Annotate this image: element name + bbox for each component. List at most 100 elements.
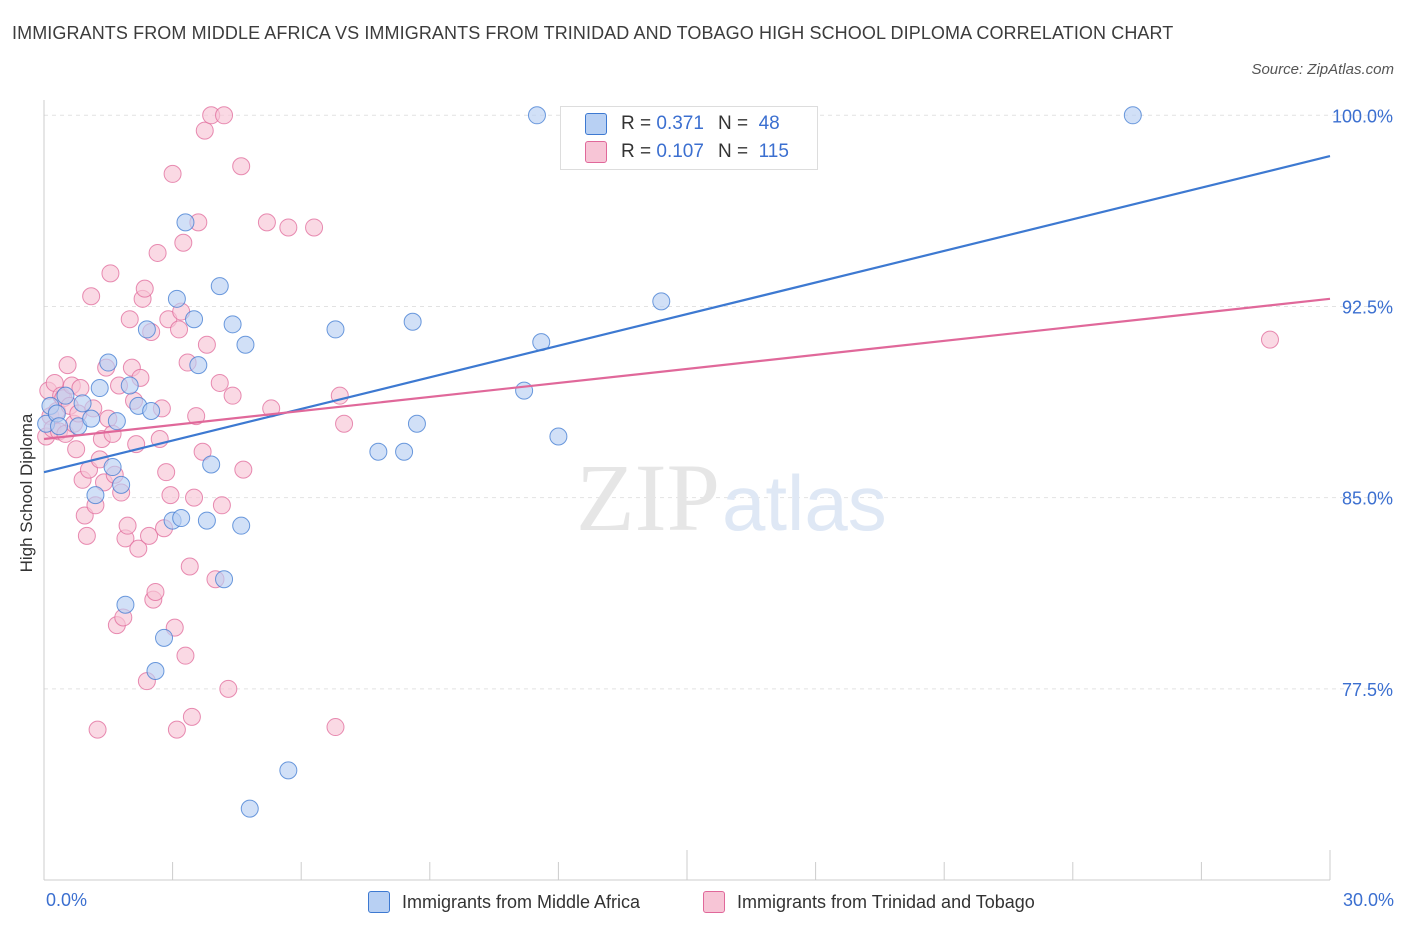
legend-n-value: 48 [758, 113, 780, 134]
y-tick-label: 85.0% [1342, 489, 1393, 509]
grid-lines [44, 114, 1392, 690]
blue-point [50, 417, 69, 436]
blue-series-points [37, 106, 1142, 818]
blue-point [99, 353, 118, 372]
blue-point [172, 509, 191, 528]
blue-point [90, 379, 109, 398]
pink-point [77, 526, 96, 545]
pink-point [335, 414, 354, 433]
blue-point [197, 511, 216, 530]
pink-point [161, 486, 180, 505]
trend-lines [43, 155, 1331, 474]
pink-point [101, 264, 120, 283]
blue-point [86, 486, 105, 505]
blue-point [652, 292, 671, 311]
watermark-atlas: atlas [722, 459, 887, 547]
pink-point [197, 335, 216, 354]
source-label: Source: ZipAtlas.com [1251, 61, 1394, 78]
pink-series-points [37, 106, 1279, 739]
legend-row-blue: R = 0.371 N = 48 [585, 111, 780, 137]
blue-point [185, 310, 204, 329]
pink-point [187, 407, 206, 426]
pink-point [234, 460, 253, 479]
blue-swatch [585, 113, 607, 135]
blue-point [202, 455, 221, 474]
blue-point [549, 427, 568, 446]
y-tick-label: 100.0% [1332, 106, 1393, 126]
pink-point [182, 707, 201, 726]
blue-point [56, 386, 75, 405]
watermark-zip: ZIP [576, 444, 720, 551]
blue-point [369, 442, 388, 461]
blue-point [155, 628, 174, 647]
axes [43, 100, 1331, 881]
pink-point [82, 287, 101, 306]
pink-point [71, 379, 90, 398]
blue-point [407, 414, 426, 433]
blue-point [73, 394, 92, 413]
blue-point [176, 213, 195, 232]
blue-point [189, 356, 208, 375]
pink-point [180, 557, 199, 576]
pink-point [140, 526, 159, 545]
blue-point [116, 595, 135, 614]
pink-point [58, 356, 77, 375]
chart-title: IMMIGRANTS FROM MIDDLE AFRICA VS IMMIGRA… [12, 23, 1174, 43]
blue-point [232, 516, 251, 535]
y-axis-label: High School Diploma [17, 413, 36, 573]
blue-point [210, 277, 229, 296]
pink-point [163, 164, 182, 183]
y-tick-label: 92.5% [1342, 297, 1393, 317]
blue-trend-line [43, 155, 1331, 474]
pink-point [167, 720, 186, 739]
pink-swatch [585, 141, 607, 163]
blue-point [1123, 106, 1142, 125]
y-tick-labels: 77.5% 85.0% 92.5% 100.0% [1332, 106, 1393, 700]
blue-swatch [368, 891, 390, 913]
blue-point [107, 412, 126, 431]
blue-point [112, 475, 131, 494]
pink-point [135, 279, 154, 298]
pink-point [88, 720, 107, 739]
pink-point [170, 320, 189, 339]
pink-point [326, 718, 345, 737]
blue-point [515, 381, 534, 400]
blue-point [146, 661, 165, 680]
legend-n-label: N = [717, 141, 749, 162]
pink-point [148, 243, 167, 262]
blue-point [103, 458, 122, 477]
blue-point [137, 320, 156, 339]
blue-point [403, 312, 422, 331]
legend-n-value: 115 [758, 141, 789, 162]
legend-n-label: N = [717, 113, 749, 134]
pink-point [67, 440, 86, 459]
legend-r-value: 0.107 [656, 141, 704, 162]
pink-swatch [703, 891, 725, 913]
pink-point [219, 679, 238, 698]
pink-point [120, 310, 139, 329]
pink-point [146, 582, 165, 601]
pink-point [215, 106, 234, 125]
correlation-legend: R = 0.371 N = 48 R = 0.107 N = 115 [560, 106, 818, 170]
x-tick-label-min: 0.0% [46, 890, 88, 910]
blue-point [527, 106, 546, 125]
pink-trend-line [43, 297, 1331, 441]
pink-point [195, 121, 214, 140]
y-tick-label: 77.5% [1342, 680, 1393, 700]
pink-point [212, 496, 231, 515]
pink-point [193, 442, 212, 461]
legend-r-value: 0.371 [656, 113, 704, 134]
bottom-legend-blue: Immigrants from Middle Africa [368, 888, 640, 916]
pink-point [1260, 330, 1279, 349]
legend-r-label: R = [621, 141, 652, 162]
pink-point [174, 233, 193, 252]
pink-point [305, 218, 324, 237]
pink-point [257, 213, 276, 232]
pink-point [176, 646, 195, 665]
blue-point [395, 442, 414, 461]
blue-point [279, 761, 298, 780]
blue-point [240, 799, 259, 818]
blue-point [215, 570, 234, 589]
pink-point [223, 386, 242, 405]
